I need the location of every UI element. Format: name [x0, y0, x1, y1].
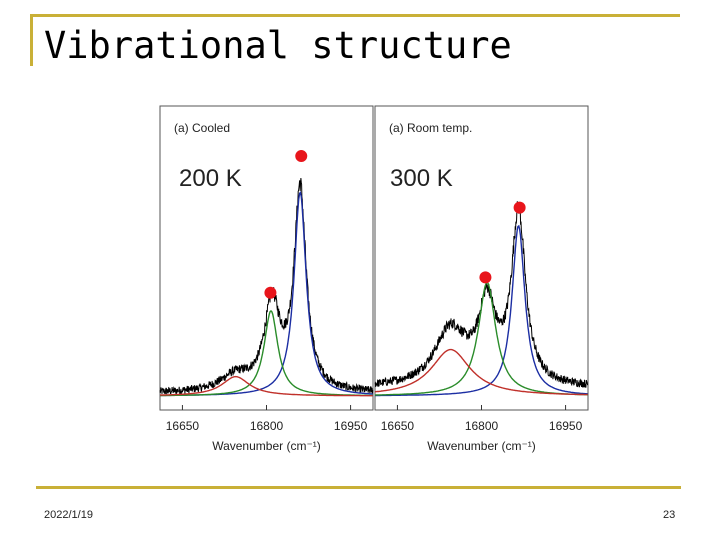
temperature-label: 200 K — [179, 165, 242, 192]
x-tick-label: 16650 — [166, 419, 200, 433]
x-tick-label: 16950 — [334, 419, 368, 433]
series-red_fit-line — [374, 348, 588, 396]
plot-frame — [374, 105, 589, 411]
spectrum-panel-2: (a) Room temp. 300 K 16650 16800 16950 Wavenu… — [374, 105, 589, 453]
plot-frame — [159, 105, 374, 411]
peak-marker-2 — [479, 271, 492, 284]
x-tick-label: 16650 — [381, 419, 415, 433]
panel-label: (a) Cooled — [174, 121, 230, 135]
series-green_fit-line — [160, 309, 373, 397]
series-experiment-line — [159, 177, 374, 395]
footer-date: 2022/1/19 — [44, 509, 93, 521]
peak-marker-2 — [264, 286, 277, 299]
panel-label: (a) Room temp. — [389, 121, 472, 135]
x-axis-label: Wavenumber (cm⁻¹) — [212, 439, 321, 453]
series-blue_fit-line — [375, 224, 588, 397]
x-tick-label: 16800 — [250, 419, 284, 433]
x-axis-label: Wavenumber (cm⁻¹) — [427, 439, 536, 453]
peak-marker-1 — [513, 201, 526, 214]
series-red_fit-line — [160, 375, 373, 397]
page-number: 23 — [663, 509, 676, 521]
slide-title: Vibrational structure — [44, 24, 512, 67]
x-tick-label: 16800 — [465, 419, 499, 433]
x-tick-label: 16950 — [549, 419, 583, 433]
spectrum-panel-1: (a) Cooled 200 K 16650 16800 16950 Wavenumber… — [159, 105, 374, 453]
peak-marker-1 — [295, 150, 308, 163]
footer-divider-line — [36, 486, 681, 489]
title-accent-vertical-line — [30, 14, 33, 66]
temperature-label: 300 K — [390, 165, 453, 192]
title-accent-top-line — [30, 14, 680, 17]
